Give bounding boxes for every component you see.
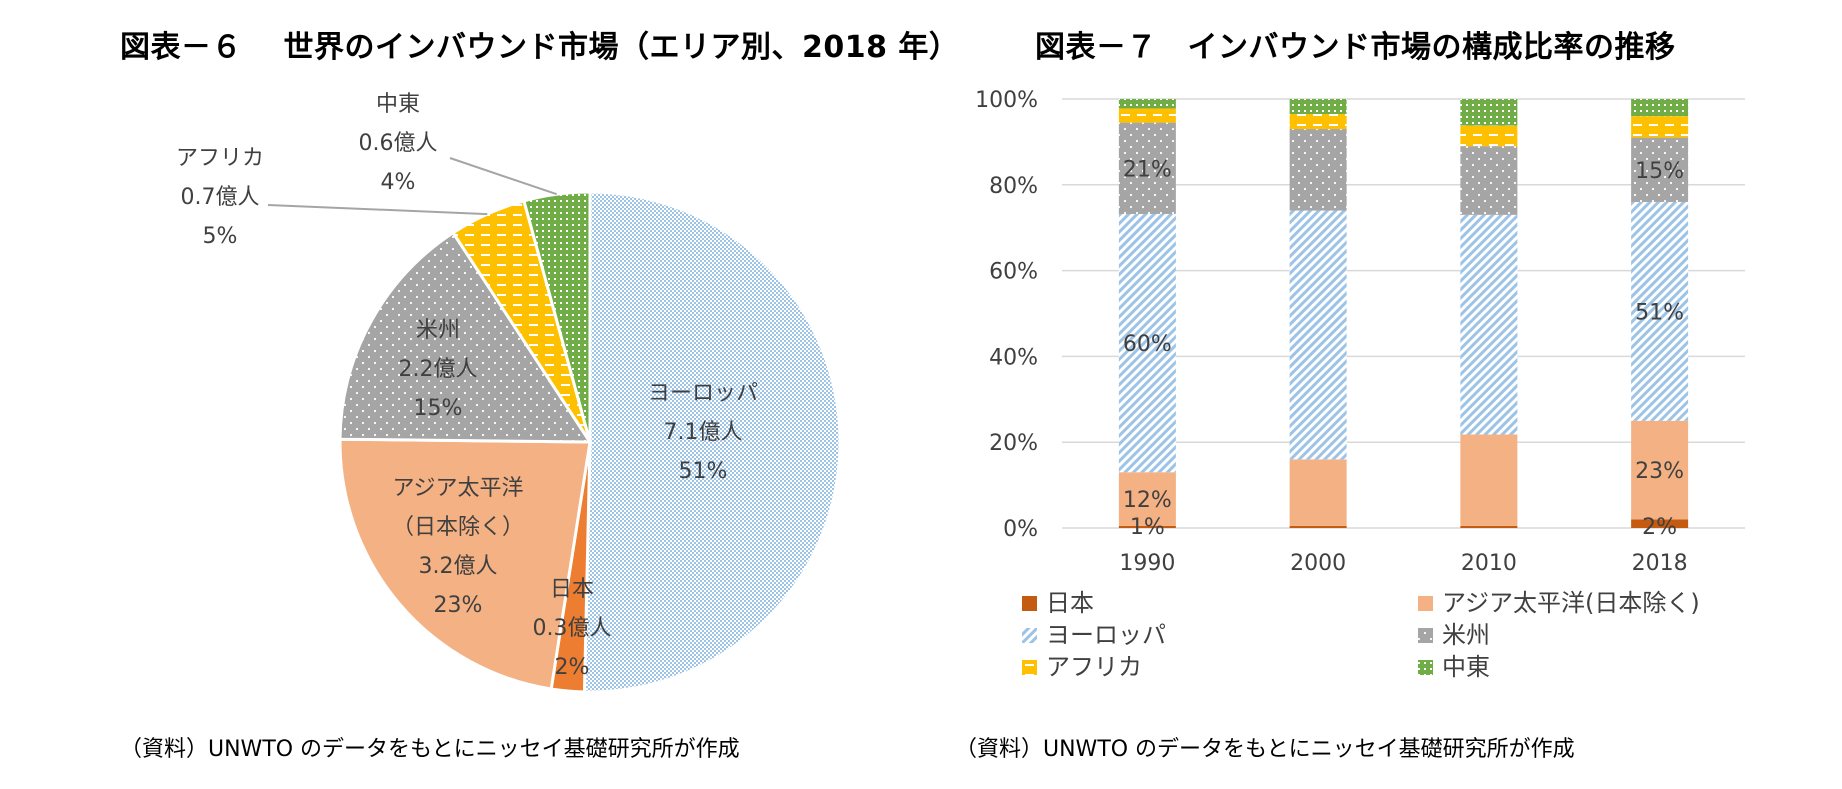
pie-label-middle-east-line1: 中東: [376, 92, 420, 117]
pie-label-japan-line1: 日本: [550, 577, 594, 602]
legend-swatch-japan: [1022, 596, 1037, 611]
leader-line-middle-east: [449, 157, 557, 196]
bar-2018-americas: [1631, 137, 1689, 202]
legend-swatch-europe: [1022, 628, 1037, 643]
legend-label-asia: アジア太平洋(日本除く): [1442, 589, 1700, 617]
bar-1990-japan: [1118, 525, 1176, 528]
bar-2010-europe: [1460, 214, 1518, 435]
bar-2000-middle-east: [1289, 99, 1347, 115]
pie-chart-title: 図表－６ 世界のインバウンド市場（エリア別、2018 年）: [120, 30, 960, 65]
bar-2000-japan: [1289, 525, 1347, 528]
bar-1990-africa: [1118, 108, 1176, 123]
x-tick-label-2010: 2010: [1461, 551, 1517, 576]
bar-2010-japan: [1460, 525, 1518, 528]
pie-slice-asia: [338, 437, 592, 691]
pie-label-africa-line2: 0.7億人: [181, 185, 260, 210]
bar-2010-africa: [1460, 125, 1518, 147]
pie-label-asia-line3: 3.2億人: [419, 554, 498, 579]
pie-label-asia-line2: （日本除く）: [392, 515, 524, 540]
pie-label-middle-east-line2: 0.6億人: [359, 131, 438, 156]
y-tick-label-100pct: 100%: [975, 88, 1038, 113]
x-tick-label-2018: 2018: [1632, 551, 1688, 576]
pie-label-europe-line2: 7.1億人: [664, 420, 743, 445]
pie-label-americas-line2: 2.2億人: [399, 357, 478, 382]
bar-2018-asia: [1631, 420, 1689, 520]
y-tick-label-40pct: 40%: [989, 345, 1038, 370]
bar-2018-japan: [1631, 519, 1689, 528]
legend-label-europe: ヨーロッパ: [1046, 621, 1166, 649]
pie-label-europe-line3: 51%: [679, 459, 728, 484]
legend-swatch-americas: [1418, 628, 1433, 643]
bar-1990-americas: [1118, 122, 1176, 214]
data-label-2018-americas: 15%: [1635, 159, 1684, 184]
bar-2010-asia: [1460, 434, 1518, 526]
legend-swatch-africa: [1022, 660, 1037, 675]
data-label-1990-asia: 12%: [1123, 488, 1172, 513]
bar-chart-source: （資料）UNWTO のデータをもとにニッセイ基礎研究所が作成: [955, 737, 1575, 762]
bar-chart-title: 図表－７ インバウンド市場の構成比率の推移: [1035, 30, 1676, 65]
bar-2010-americas: [1460, 146, 1518, 215]
pie-label-asia-line1: アジア太平洋: [392, 476, 523, 501]
bar-2000-africa: [1289, 114, 1347, 130]
bar-2010-middle-east: [1460, 99, 1518, 126]
x-tick-label-1990: 1990: [1119, 551, 1175, 576]
legend-swatch-middle-east: [1418, 660, 1433, 675]
data-label-2018-europe: 51%: [1635, 300, 1684, 325]
y-tick-label-80pct: 80%: [989, 174, 1038, 199]
legend-label-japan: 日本: [1046, 589, 1094, 617]
bar-2000-americas: [1289, 129, 1347, 211]
stacked-bar-chart: 0% 20% 40% 60% 80% 100% 1990 2000 2010 2018 1%12% 6…: [975, 88, 1745, 681]
pie-label-middle-east-line3: 4%: [381, 170, 416, 195]
pie-label-japan-line2: 0.3億人: [533, 616, 612, 641]
pie-label-asia-line4: 23%: [434, 593, 483, 618]
legend-label-africa: アフリカ: [1046, 653, 1142, 681]
bar-1990-asia: [1118, 472, 1176, 526]
bar-1990-middle-east: [1118, 99, 1176, 109]
leader-line-africa: [267, 204, 488, 216]
y-tick-label-0pct: 0%: [1003, 517, 1038, 542]
bar-2018-europe: [1631, 201, 1689, 421]
data-label-2018-japan: 2%: [1642, 515, 1677, 540]
pie-label-japan-line3: 2%: [555, 655, 590, 680]
pie-label-africa-line3: 5%: [203, 224, 238, 249]
pie-chart-source: （資料）UNWTO のデータをもとにニッセイ基礎研究所が作成: [120, 737, 740, 762]
bar-2000-asia: [1289, 459, 1347, 526]
bar-2018-africa: [1631, 116, 1689, 138]
legend-label-middle-east: 中東: [1442, 653, 1490, 681]
data-label-1990-japan: 1%: [1130, 515, 1165, 540]
bar-1990-europe: [1118, 213, 1176, 473]
bar-2000-europe: [1289, 210, 1347, 460]
bar-2018-middle-east: [1631, 99, 1689, 117]
data-label-1990-americas: 21%: [1123, 157, 1172, 182]
pie-slice-europe: [582, 190, 842, 694]
legend-label-americas: 米州: [1442, 621, 1490, 649]
y-tick-label-60pct: 60%: [989, 260, 1038, 285]
pie-slice-americas: [338, 230, 593, 444]
data-label-2018-asia: 23%: [1635, 459, 1684, 484]
y-tick-label-20pct: 20%: [989, 431, 1038, 456]
pie-chart: ヨーロッパ 7.1億人 51% アジア太平洋 （日本除く） 3.2億人 23% 米州 2.2億人…: [176, 92, 842, 694]
pie-label-americas-line1: 米州: [416, 318, 460, 343]
x-tick-label-2000: 2000: [1290, 551, 1346, 576]
pie-label-europe-line1: ヨーロッパ: [648, 381, 758, 406]
pie-label-americas-line3: 15%: [414, 396, 463, 421]
legend-swatch-asia: [1418, 596, 1433, 611]
data-label-1990-europe: 60%: [1123, 332, 1172, 357]
pie-label-africa-line1: アフリカ: [176, 146, 264, 171]
